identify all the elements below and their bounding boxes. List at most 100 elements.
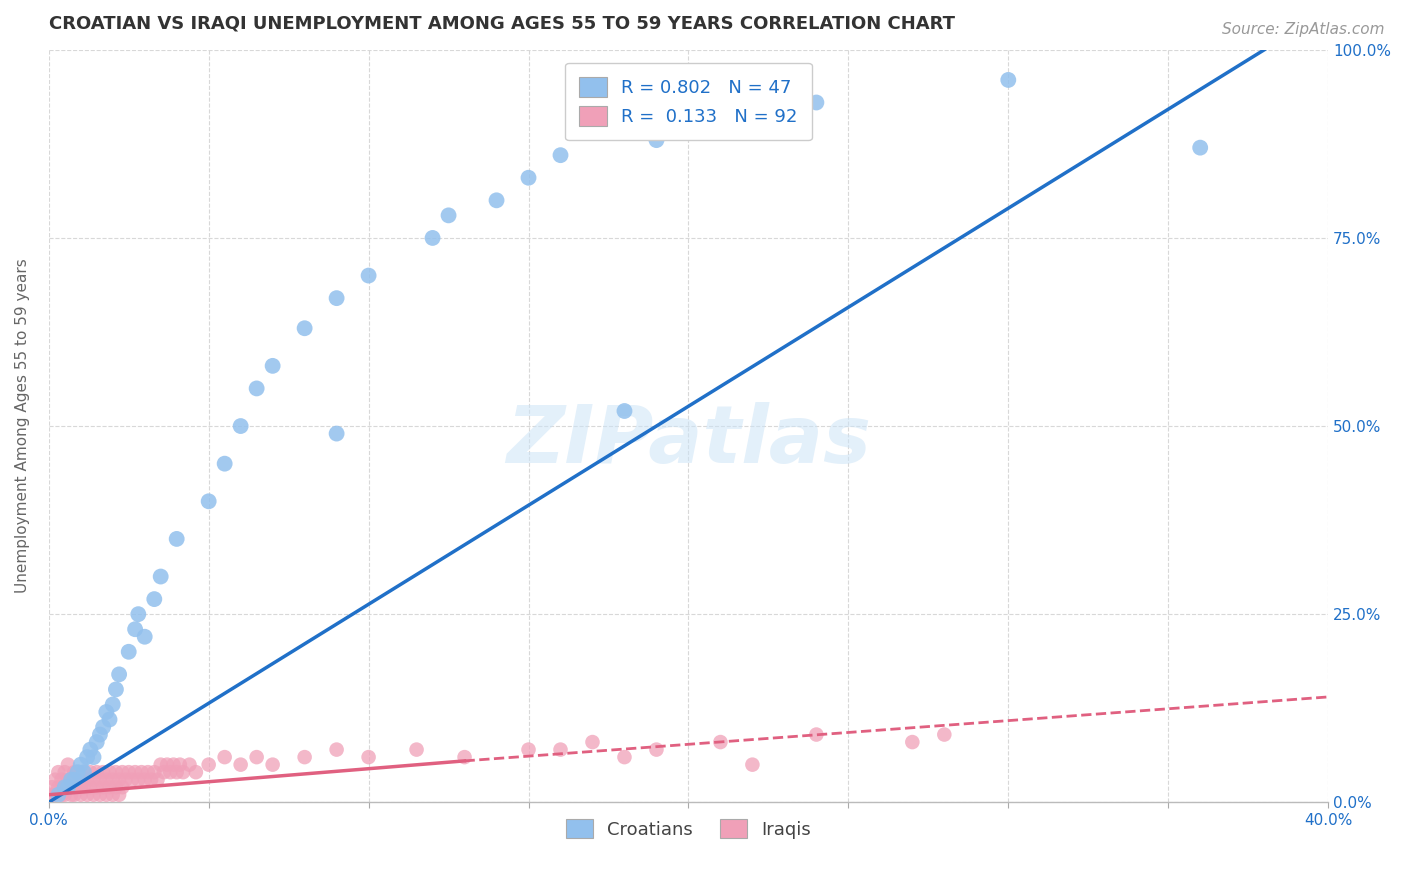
Point	[357, 268, 380, 283]
Point	[73, 765, 96, 780]
Point	[73, 780, 96, 795]
Point	[139, 772, 162, 787]
Point	[143, 592, 166, 607]
Point	[101, 698, 124, 712]
Point	[134, 772, 156, 787]
Point	[91, 720, 114, 734]
Point	[485, 194, 508, 208]
Point	[63, 772, 86, 787]
Point	[166, 532, 188, 546]
Point	[89, 727, 111, 741]
Point	[159, 765, 181, 780]
Point	[98, 713, 121, 727]
Point	[46, 788, 69, 802]
Point	[56, 772, 79, 787]
Point	[76, 772, 98, 787]
Point	[184, 765, 207, 780]
Point	[121, 772, 143, 787]
Point	[357, 750, 380, 764]
Text: Source: ZipAtlas.com: Source: ZipAtlas.com	[1222, 22, 1385, 37]
Point	[709, 111, 731, 125]
Point	[53, 780, 76, 795]
Point	[56, 780, 79, 795]
Point	[66, 780, 89, 795]
Point	[76, 750, 98, 764]
Point	[69, 772, 91, 787]
Point	[98, 765, 121, 780]
Point	[53, 765, 76, 780]
Point	[51, 772, 73, 787]
Point	[550, 148, 572, 162]
Point	[806, 727, 828, 741]
Point	[437, 208, 460, 222]
Point	[146, 772, 169, 787]
Point	[56, 757, 79, 772]
Point	[124, 622, 146, 636]
Point	[63, 765, 86, 780]
Point	[60, 772, 83, 787]
Point	[149, 569, 172, 583]
Point	[104, 780, 127, 795]
Point	[741, 118, 763, 132]
Point	[96, 788, 118, 802]
Point	[79, 765, 101, 780]
Point	[197, 494, 219, 508]
Point	[60, 780, 83, 795]
Point	[229, 419, 252, 434]
Point	[127, 607, 149, 622]
Text: ZIPatlas: ZIPatlas	[506, 402, 870, 480]
Point	[63, 772, 86, 787]
Point	[246, 750, 269, 764]
Point	[294, 750, 316, 764]
Point	[98, 780, 121, 795]
Point	[66, 765, 89, 780]
Point	[79, 742, 101, 756]
Point	[91, 765, 114, 780]
Point	[83, 788, 105, 802]
Point	[453, 750, 475, 764]
Point	[69, 757, 91, 772]
Point	[53, 788, 76, 802]
Point	[60, 788, 83, 802]
Point	[96, 772, 118, 787]
Point	[131, 765, 153, 780]
Point	[325, 742, 347, 756]
Point	[44, 772, 66, 787]
Point	[645, 742, 668, 756]
Point	[517, 170, 540, 185]
Point	[294, 321, 316, 335]
Point	[69, 780, 91, 795]
Point	[166, 765, 188, 780]
Point	[422, 231, 444, 245]
Point	[517, 742, 540, 756]
Point	[46, 780, 69, 795]
Point	[114, 772, 136, 787]
Point	[214, 457, 236, 471]
Point	[89, 772, 111, 787]
Point	[76, 788, 98, 802]
Point	[901, 735, 924, 749]
Point	[645, 133, 668, 147]
Point	[149, 757, 172, 772]
Point	[1189, 141, 1212, 155]
Point	[111, 780, 134, 795]
Point	[53, 780, 76, 795]
Point	[63, 788, 86, 802]
Point	[83, 772, 105, 787]
Point	[997, 73, 1019, 87]
Point	[104, 682, 127, 697]
Point	[134, 630, 156, 644]
Point	[108, 667, 131, 681]
Point	[89, 788, 111, 802]
Point	[86, 780, 108, 795]
Point	[162, 757, 184, 772]
Point	[83, 750, 105, 764]
Text: CROATIAN VS IRAQI UNEMPLOYMENT AMONG AGES 55 TO 59 YEARS CORRELATION CHART: CROATIAN VS IRAQI UNEMPLOYMENT AMONG AGE…	[49, 15, 955, 33]
Point	[101, 788, 124, 802]
Point	[101, 772, 124, 787]
Point	[91, 780, 114, 795]
Point	[51, 788, 73, 802]
Point	[66, 765, 89, 780]
Point	[613, 404, 636, 418]
Point	[111, 765, 134, 780]
